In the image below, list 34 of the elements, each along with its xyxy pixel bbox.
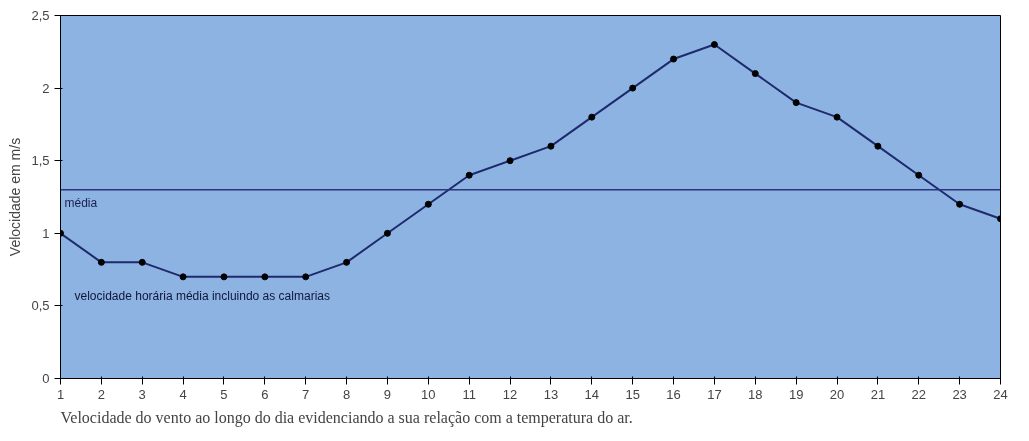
x-tick-label: 5	[220, 386, 228, 402]
x-tick-label: 10	[421, 386, 436, 402]
ref-line-label: média	[64, 195, 98, 210]
x-tick-label: 3	[138, 386, 146, 402]
x-tick-label: 21	[870, 386, 886, 402]
x-tick-label: 14	[584, 386, 600, 402]
x-tick-label: 7	[302, 386, 310, 402]
x-tick-label: 15	[625, 386, 640, 402]
y-axis-title: Velocidade em m/s	[7, 137, 24, 257]
y-tick-label: 1	[42, 225, 50, 241]
y-tick-label: 0	[42, 371, 50, 386]
y-tick-label: 1,5	[31, 153, 50, 169]
series-label: velocidade horária média incluindo as calmarias	[74, 288, 330, 303]
x-tick-label: 1	[56, 386, 65, 402]
x-tick-label: 6	[261, 386, 269, 402]
x-tick-label: 13	[543, 386, 559, 402]
x-tick-label: 11	[462, 386, 476, 402]
y-tick-label: 0,5	[31, 298, 50, 314]
y-tick-label: 2,5	[31, 8, 50, 23]
x-tick-label: 19	[788, 386, 804, 402]
x-tick-label: 2	[97, 386, 105, 402]
text: Velocidade do vento ao longo do dia evidenciando a sua relação com a temperatura do ar.	[60, 408, 633, 427]
x-tick-label: 22	[911, 386, 926, 402]
x-tick-label: 9	[383, 386, 392, 402]
x-tick-label: 24	[993, 386, 1008, 402]
x-tick-label: 20	[829, 386, 845, 402]
x-tick-label: 18	[748, 386, 763, 402]
y-tick-label: 2	[42, 80, 50, 96]
x-tick-label: 16	[666, 386, 681, 402]
x-tick-label: 23	[952, 386, 967, 402]
x-tick-label: 4	[179, 386, 187, 402]
x-tick-label: 17	[707, 386, 722, 402]
x-tick-label: 12	[502, 386, 518, 402]
x-tick-label: 8	[342, 386, 351, 402]
